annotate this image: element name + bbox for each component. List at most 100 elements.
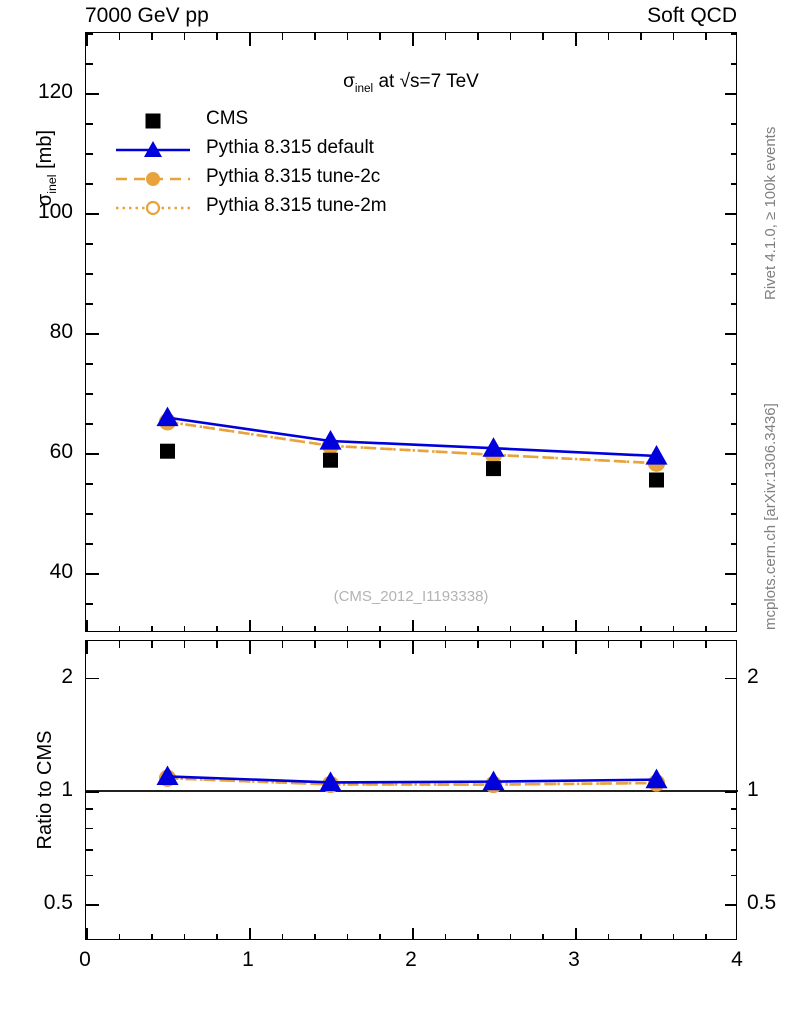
ratio-xtick-bottom — [575, 928, 577, 939]
plot-title-sigma: σ — [343, 71, 355, 92]
main-ytick-right — [731, 153, 736, 155]
main-xtick-top — [346, 33, 349, 40]
legend-open-circle-marker — [145, 200, 161, 216]
main-ytick-left — [86, 93, 99, 95]
ratio-xtick-top — [607, 641, 610, 648]
series-line — [167, 420, 657, 465]
plot-title-at: at — [378, 71, 400, 92]
main-xtick-bottom — [346, 626, 349, 631]
data-point — [482, 437, 505, 457]
ratio-ytick-left — [86, 904, 99, 907]
ratio-xtick-bottom — [705, 934, 707, 939]
main-ytick-left — [86, 183, 93, 185]
main-ytick-left — [86, 363, 93, 365]
ratio-plot-frame — [85, 640, 738, 940]
ratio-ytick-right — [725, 677, 736, 680]
main-ytick-left — [86, 333, 99, 335]
ratio-xtick-bottom — [509, 934, 512, 939]
series-pythia-8-315-default — [156, 765, 668, 791]
ratio-xtick-bottom — [216, 934, 218, 939]
data-point — [319, 430, 342, 450]
main-ytick-right — [731, 543, 736, 545]
main-xtick-top — [575, 33, 577, 46]
main-xtick-top — [314, 33, 316, 40]
main-xtick-top — [607, 33, 610, 40]
ratio-xtick-bottom — [477, 934, 479, 939]
ratio-xtick-bottom — [444, 934, 447, 939]
series-line — [167, 416, 657, 458]
main-xtick-top — [542, 33, 544, 40]
ratio-xtick-top — [216, 641, 218, 648]
series-pythia-8-315-default — [156, 406, 668, 465]
legend-label: Pythia 8.315 tune-2c — [206, 166, 381, 187]
main-xtick-bottom — [183, 626, 186, 631]
ratio-xtick-bottom — [379, 934, 381, 939]
legend-label: Pythia 8.315 tune-2m — [206, 195, 387, 216]
plot-title: σinel at √s=7 TeV — [86, 71, 736, 95]
main-ytick-right — [731, 33, 736, 35]
legend-label: Pythia 8.315 default — [206, 137, 374, 158]
ratio-y-tick-label-right: 1 — [747, 778, 759, 801]
main-ytick-right — [731, 123, 736, 125]
main-xtick-bottom — [477, 626, 479, 631]
main-xtick-top — [444, 33, 447, 40]
data-point — [156, 765, 179, 786]
main-xtick-bottom — [575, 620, 577, 631]
main-xtick-bottom — [607, 626, 610, 631]
main-xtick-bottom — [216, 626, 218, 631]
ratio-xtick-top — [705, 641, 707, 648]
main-ytick-right — [731, 63, 736, 65]
data-point — [323, 452, 338, 468]
main-ytick-right — [731, 513, 736, 515]
series-line — [167, 776, 657, 786]
ratio-axis-ticks — [86, 641, 736, 939]
main-xtick-top — [477, 33, 479, 40]
main-ytick-left — [86, 63, 93, 65]
ratio-xtick-bottom — [86, 928, 88, 939]
main-ytick-left — [86, 153, 93, 155]
main-ytick-right — [725, 333, 736, 335]
main-xtick-top — [281, 33, 284, 40]
main-y-tick-label: 80 — [49, 320, 73, 343]
main-ytick-right — [731, 243, 736, 245]
series-pythia-8-315-tune-2m — [158, 413, 666, 472]
legend-key — [110, 164, 196, 193]
series-pythia-8-315-tune-2c — [159, 413, 665, 472]
main-axis-ticks — [86, 33, 736, 631]
x-tick-label: 1 — [242, 948, 254, 971]
main-xtick-top — [412, 33, 414, 46]
series-line — [167, 775, 657, 784]
main-ytick-left — [86, 603, 93, 605]
x-tick-label: 3 — [568, 948, 580, 971]
data-point — [645, 768, 668, 789]
x-tick-label: 2 — [405, 948, 417, 971]
main-ytick-right — [731, 183, 736, 185]
credit-rivet: Rivet 4.1.0, ≥ 100k events — [762, 126, 779, 300]
main-ytick-left — [86, 123, 93, 125]
main-xtick-bottom — [249, 620, 251, 631]
main-y-tick-label: 40 — [49, 560, 73, 583]
ratio-xtick-top — [249, 641, 251, 654]
x-tick-label: 4 — [731, 948, 743, 971]
main-xtick-bottom — [314, 626, 316, 631]
main-ytick-right — [731, 603, 736, 605]
main-xtick-bottom — [705, 626, 707, 631]
main-xtick-top — [216, 33, 218, 40]
header-process-label: Soft QCD — [647, 4, 737, 27]
legend-key — [110, 106, 196, 135]
main-ytick-right — [725, 573, 736, 575]
ratio-xtick-bottom — [672, 934, 675, 939]
main-xtick-bottom — [281, 626, 284, 631]
main-ytick-left — [86, 453, 99, 455]
legend-key — [110, 135, 196, 164]
ratio-xtick-bottom — [542, 934, 544, 939]
main-ytick-left — [86, 483, 93, 485]
legend-label: CMS — [206, 108, 249, 129]
main-xtick-bottom — [509, 626, 512, 631]
ratio-ytick-right — [731, 808, 736, 810]
main-ytick-left — [86, 273, 93, 275]
main-xtick-top — [509, 33, 512, 40]
ratio-xtick-bottom — [118, 934, 121, 939]
legend-key — [110, 193, 196, 222]
ratio-xtick-top — [477, 641, 479, 648]
